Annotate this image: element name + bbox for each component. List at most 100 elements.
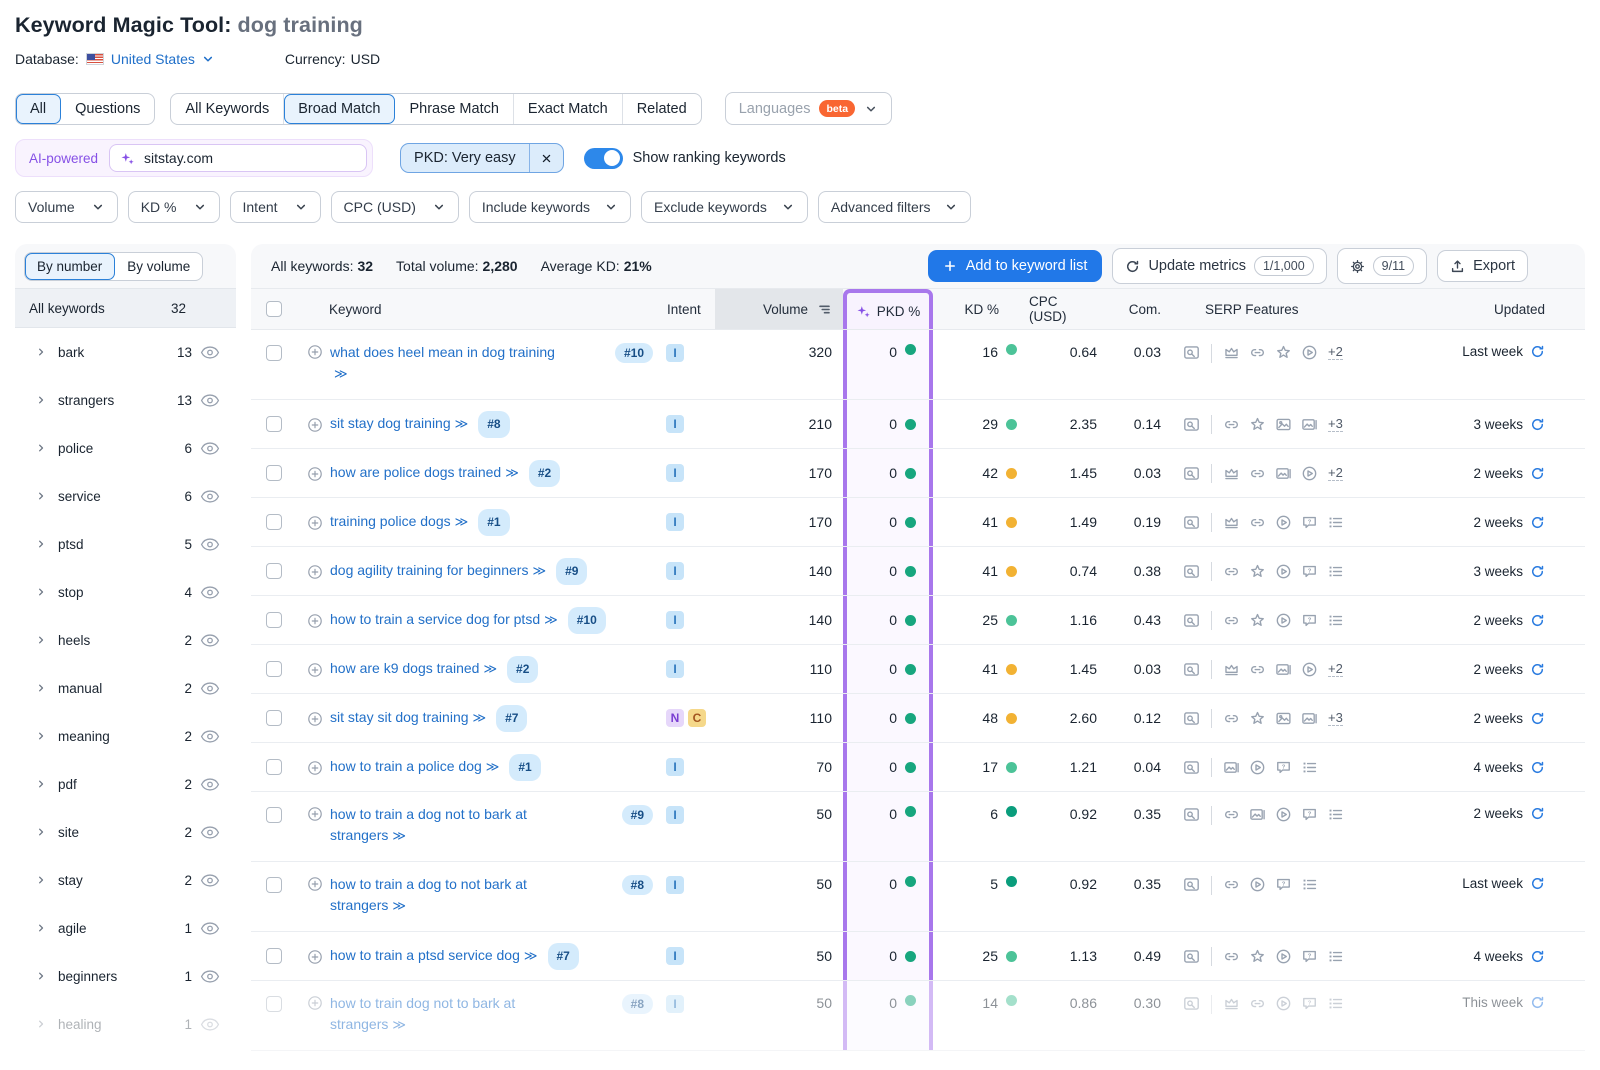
open-serp-link[interactable]: ≫ <box>524 948 538 963</box>
row-checkbox[interactable] <box>266 807 282 823</box>
refresh-icon[interactable] <box>1530 564 1545 579</box>
plus-circle-icon[interactable] <box>307 515 323 531</box>
refresh-icon[interactable] <box>1530 806 1545 821</box>
open-serp-link[interactable]: ≫ <box>505 465 519 480</box>
open-serp-link[interactable]: ≫ <box>473 710 487 725</box>
ranking-badge[interactable]: #8 <box>622 875 653 895</box>
tab-broad-match[interactable]: Broad Match <box>284 94 395 124</box>
keyword-link[interactable]: how to train a dog not to bark at <box>330 806 527 822</box>
keyword-link[interactable]: how to train dog not to bark at <box>330 995 515 1011</box>
keyword-link[interactable]: training police dogs <box>330 513 451 529</box>
sidebar-group-site[interactable]: site2 <box>15 808 236 856</box>
ranking-badge[interactable]: #1 <box>478 509 509 536</box>
refresh-icon[interactable] <box>1530 711 1545 726</box>
eye-icon[interactable] <box>200 586 220 599</box>
filter-advanced-filters[interactable]: Advanced filters <box>818 191 972 223</box>
sidebar-group-beginners[interactable]: beginners1 <box>15 952 236 1000</box>
eye-icon[interactable] <box>200 1018 220 1031</box>
row-checkbox[interactable] <box>266 948 282 964</box>
open-serp-link[interactable]: ≫ <box>483 661 497 676</box>
settings-button[interactable]: 9/11 <box>1337 248 1427 284</box>
sidebar-group-manual[interactable]: manual2 <box>15 664 236 712</box>
tab-all-keywords[interactable]: All Keywords <box>171 94 284 124</box>
open-serp-link[interactable]: ≫ <box>392 828 406 843</box>
refresh-icon[interactable] <box>1530 662 1545 677</box>
row-checkbox[interactable] <box>266 877 282 893</box>
keyword-link[interactable]: how to train a police dog <box>330 758 482 774</box>
eye-icon[interactable] <box>200 826 220 839</box>
eye-icon[interactable] <box>200 970 220 983</box>
serp-more-link[interactable]: +3 <box>1328 710 1343 726</box>
refresh-icon[interactable] <box>1530 613 1545 628</box>
sidebar-group-stop[interactable]: stop4 <box>15 568 236 616</box>
ranking-badge[interactable]: #9 <box>556 558 587 585</box>
all-keywords-header[interactable]: All keywords 32 <box>15 288 236 328</box>
tab-phrase-match[interactable]: Phrase Match <box>395 94 513 124</box>
row-checkbox[interactable] <box>266 612 282 628</box>
sidebar-group-pdf[interactable]: pdf2 <box>15 760 236 808</box>
update-metrics-button[interactable]: Update metrics 1/1,000 <box>1112 248 1326 284</box>
row-checkbox[interactable] <box>266 710 282 726</box>
ranking-badge[interactable]: #10 <box>568 607 606 634</box>
serp-more-link[interactable]: +2 <box>1328 344 1343 360</box>
sidebar-group-stay[interactable]: stay2 <box>15 856 236 904</box>
eye-icon[interactable] <box>200 442 220 455</box>
open-serp-link[interactable]: ≫ <box>455 416 469 431</box>
eye-icon[interactable] <box>200 538 220 551</box>
column-volume[interactable]: Volume <box>715 289 843 329</box>
keyword-link[interactable]: strangers <box>330 897 388 913</box>
refresh-icon[interactable] <box>1530 344 1545 359</box>
select-all-checkbox[interactable] <box>266 301 282 317</box>
plus-circle-icon[interactable] <box>307 613 323 629</box>
filter-intent[interactable]: Intent <box>230 191 321 223</box>
sort-by-volume[interactable]: By volume <box>115 253 202 280</box>
serp-more-link[interactable]: +3 <box>1328 416 1343 432</box>
open-serp-link[interactable]: ≫ <box>486 759 500 774</box>
remove-pkd-filter-icon[interactable] <box>529 144 563 172</box>
serp-more-link[interactable]: +2 <box>1328 465 1343 481</box>
filter-exclude-keywords[interactable]: Exclude keywords <box>641 191 808 223</box>
eye-icon[interactable] <box>200 346 220 359</box>
row-checkbox[interactable] <box>266 996 282 1012</box>
ranking-badge[interactable]: #1 <box>509 754 540 781</box>
plus-circle-icon[interactable] <box>307 760 323 776</box>
keyword-link[interactable]: sit stay sit dog training <box>330 709 469 725</box>
eye-icon[interactable] <box>200 778 220 791</box>
search-input[interactable]: sitstay.com <box>109 144 367 172</box>
refresh-icon[interactable] <box>1530 949 1545 964</box>
refresh-icon[interactable] <box>1530 515 1545 530</box>
open-serp-link[interactable]: ≫ <box>392 898 406 913</box>
refresh-icon[interactable] <box>1530 417 1545 432</box>
plus-circle-icon[interactable] <box>307 417 323 433</box>
sidebar-group-meaning[interactable]: meaning2 <box>15 712 236 760</box>
show-ranking-keywords-toggle[interactable] <box>584 148 623 169</box>
keyword-link[interactable]: how are k9 dogs trained <box>330 660 479 676</box>
plus-circle-icon[interactable] <box>307 949 323 965</box>
open-serp-link[interactable]: ≫ <box>544 612 558 627</box>
ranking-badge[interactable]: #8 <box>622 994 653 1014</box>
languages-dropdown[interactable]: Languages beta <box>725 92 892 125</box>
ranking-badge[interactable]: #8 <box>478 411 509 438</box>
keyword-link[interactable]: strangers <box>330 1016 388 1032</box>
eye-icon[interactable] <box>200 730 220 743</box>
keyword-link[interactable]: what does heel mean in dog training <box>330 344 555 360</box>
keyword-link[interactable]: strangers <box>330 827 388 843</box>
plus-circle-icon[interactable] <box>307 995 323 1011</box>
plus-circle-icon[interactable] <box>307 564 323 580</box>
filter-kd-[interactable]: KD % <box>128 191 220 223</box>
plus-circle-icon[interactable] <box>307 466 323 482</box>
keyword-link[interactable]: sit stay dog training <box>330 415 451 431</box>
eye-icon[interactable] <box>200 490 220 503</box>
sort-by-number[interactable]: By number <box>25 253 115 280</box>
sidebar-group-healing[interactable]: healing1 <box>15 1000 236 1048</box>
plus-circle-icon[interactable] <box>307 806 323 822</box>
sidebar-group-agile[interactable]: agile1 <box>15 904 236 952</box>
ranking-badge[interactable]: #2 <box>529 460 560 487</box>
eye-icon[interactable] <box>200 682 220 695</box>
ranking-badge[interactable]: #2 <box>507 656 538 683</box>
tab-all[interactable]: All <box>16 94 61 124</box>
keyword-link[interactable]: how to train a ptsd service dog <box>330 947 520 963</box>
sidebar-group-heels[interactable]: heels2 <box>15 616 236 664</box>
refresh-icon[interactable] <box>1530 995 1545 1010</box>
plus-circle-icon[interactable] <box>307 711 323 727</box>
